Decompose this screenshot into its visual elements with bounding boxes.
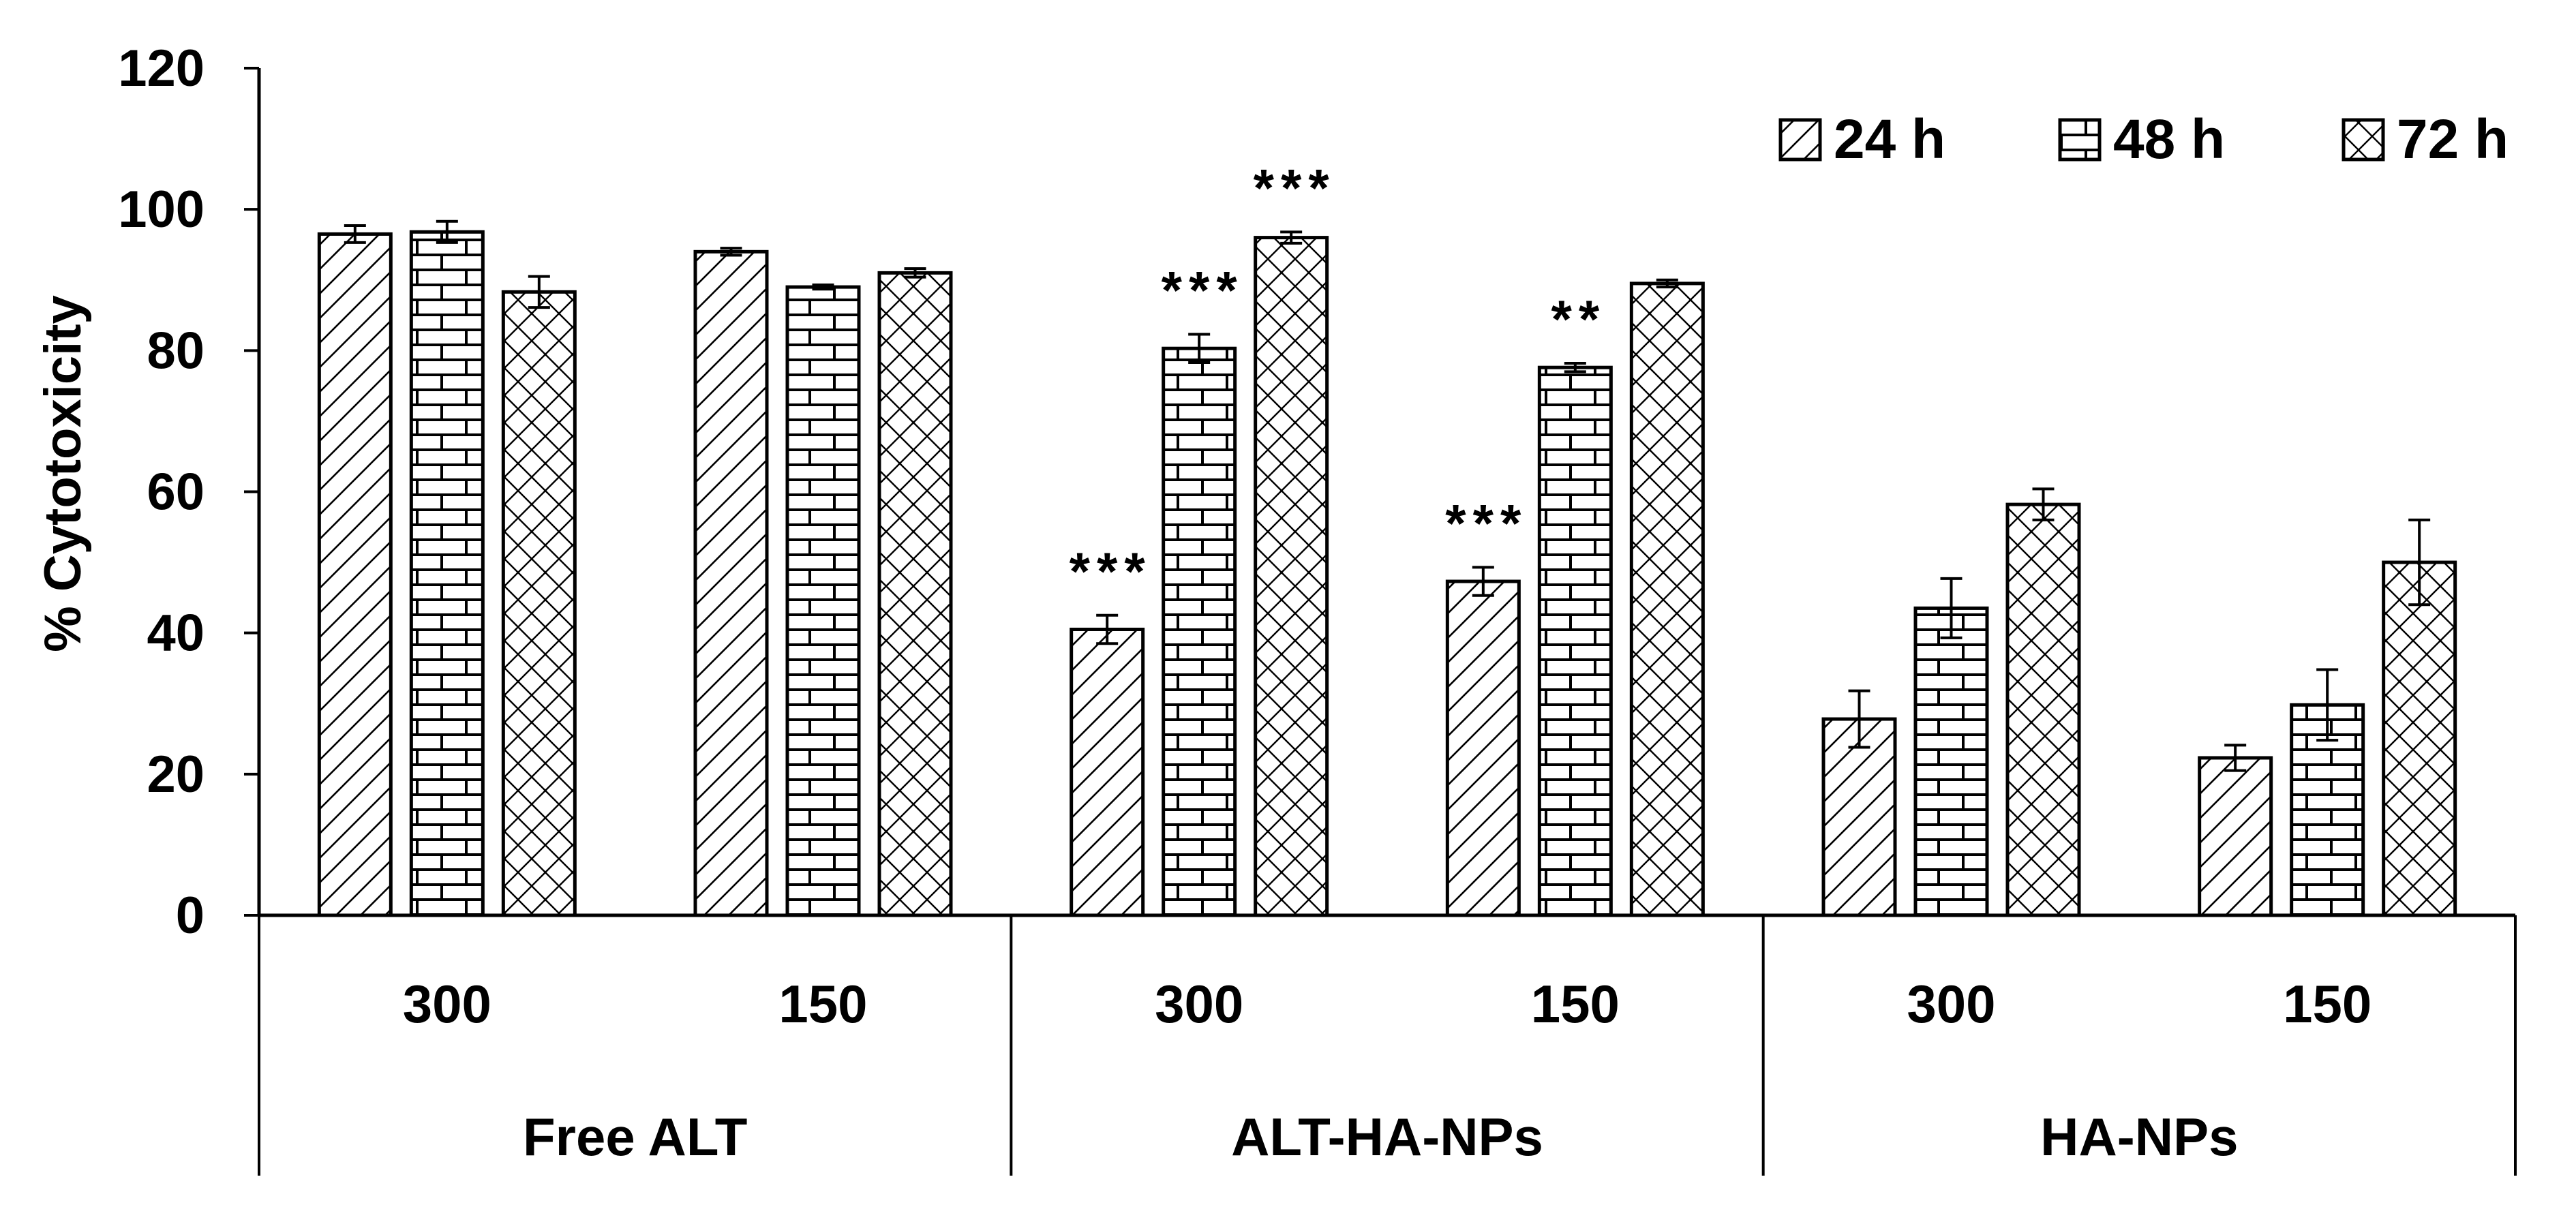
y-tick-label: 0	[176, 887, 204, 945]
bar	[1821, 717, 1897, 917]
bar	[2005, 502, 2081, 917]
legend: 24 h 48 h 72 h	[1778, 108, 2509, 170]
y-tick-label: 60	[147, 463, 204, 521]
y-tick-label: 120	[118, 40, 204, 97]
bar	[1537, 365, 1613, 917]
y-axis: 0 20 40 60 80 100 120	[118, 40, 261, 945]
x-axis: 300 150 300 150 300 150 Free ALT ALT-HA-NPs HA-N…	[258, 913, 2517, 1176]
bar	[785, 285, 861, 917]
x-category-label: 150	[1531, 974, 1620, 1034]
bar	[501, 290, 577, 917]
x-category-label: 150	[2283, 974, 2372, 1034]
significance-label: ***	[1445, 493, 1528, 553]
bar	[2382, 560, 2457, 917]
bar	[693, 249, 769, 917]
bar	[1254, 236, 1329, 917]
y-axis-title: % Cytotoxicity	[34, 295, 92, 652]
bar	[317, 232, 393, 917]
legend-swatch	[1778, 118, 1822, 162]
bar	[1913, 606, 1989, 917]
bar	[2198, 756, 2273, 917]
legend-swatch	[2058, 118, 2102, 162]
x-category-label: 300	[403, 974, 491, 1034]
x-category-label: 300	[1155, 974, 1243, 1034]
significance-label: ***	[1254, 157, 1336, 217]
legend-label: 48 h	[2113, 108, 2225, 170]
y-tick-label: 100	[118, 181, 204, 239]
x-group-label: Free ALT	[523, 1107, 747, 1167]
y-tick-label: 40	[147, 605, 204, 662]
bar	[1070, 627, 1145, 917]
x-category-label: 300	[1907, 974, 1995, 1034]
significance-label: ***	[1162, 260, 1244, 320]
x-group-label: ALT-HA-NPs	[1231, 1107, 1543, 1167]
y-tick-label: 80	[147, 322, 204, 380]
legend-label: 72 h	[2397, 108, 2509, 170]
legend-label: 24 h	[1834, 108, 1945, 170]
significance-label: ***	[1070, 541, 1152, 601]
bar	[877, 271, 953, 917]
bar	[1445, 579, 1521, 917]
bars: **************	[317, 157, 2457, 917]
x-group-label: HA-NPs	[2040, 1107, 2238, 1167]
legend-swatch	[2342, 118, 2385, 162]
bar	[409, 230, 485, 917]
x-category-label: 150	[778, 974, 867, 1034]
y-tick-label: 20	[147, 746, 204, 804]
significance-label: **	[1551, 289, 1606, 349]
bar	[1162, 346, 1237, 917]
bar	[1629, 281, 1705, 917]
